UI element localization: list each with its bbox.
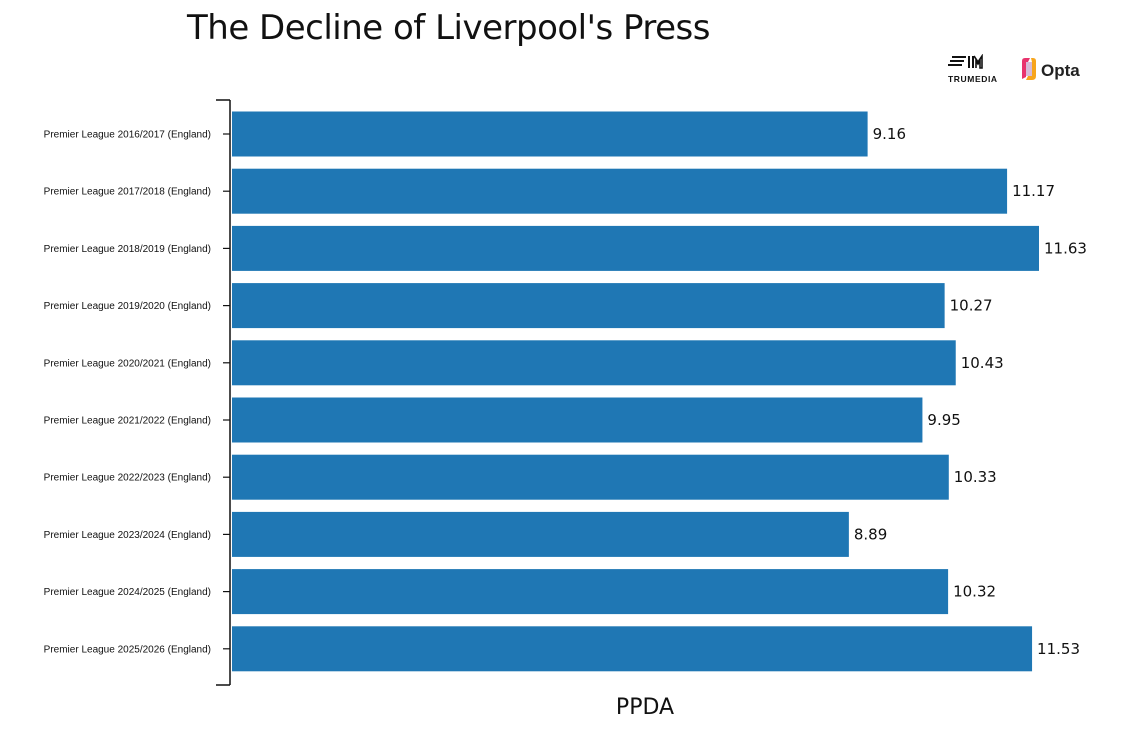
bar (232, 569, 949, 615)
bar (232, 283, 945, 329)
bar (232, 626, 1033, 672)
bar (232, 511, 849, 557)
y-tick-label: Premier League 2020/2021 (England) (44, 358, 211, 369)
bar-value-label: 10.32 (953, 583, 996, 601)
bar (232, 340, 956, 386)
bar-value-label: 9.95 (927, 411, 960, 429)
bars-group (232, 111, 1039, 672)
bar-value-label: 10.33 (954, 468, 997, 486)
y-tick-label: Premier League 2017/2018 (England) (44, 187, 211, 198)
opta-logo-text: Opta (1041, 61, 1080, 80)
y-tick-label: Premier League 2025/2026 (England) (44, 644, 211, 655)
labels-group: 9.16 11.17 11.63 10.27 10.43 9.95 10.33 8.89 10.… (854, 125, 1087, 658)
bar-value-label: 10.27 (950, 297, 993, 315)
opta-logo-icon (1022, 58, 1036, 80)
logo-group: TRUMEDIA Opta (948, 54, 1080, 84)
bar (232, 111, 868, 157)
bar-value-label: 11.17 (1012, 182, 1055, 200)
bar (232, 397, 923, 443)
bar-value-label: 8.89 (854, 525, 887, 543)
trumedia-logo-icon (948, 54, 983, 69)
bar (232, 225, 1039, 271)
bar-value-label: 10.43 (961, 354, 1004, 372)
bar (232, 454, 949, 500)
y-tick-label: Premier League 2016/2017 (England) (44, 130, 211, 141)
bar (232, 168, 1008, 214)
y-tick-label: Premier League 2022/2023 (England) (44, 473, 211, 484)
y-tick-label: Premier League 2018/2019 (England) (44, 244, 211, 255)
y-tick-label: Premier League 2021/2022 (England) (44, 416, 211, 427)
y-tick-label: Premier League 2019/2020 (England) (44, 301, 211, 312)
bar-value-label: 11.63 (1044, 239, 1087, 257)
bar-value-label: 9.16 (873, 125, 906, 143)
bar-value-label: 11.53 (1037, 640, 1080, 658)
y-axis: Premier League 2016/2017 (England) Premie… (44, 99, 231, 686)
chart-title: The Decline of Liverpool's Press (187, 8, 710, 48)
x-axis-title: PPDA (616, 695, 674, 720)
y-tick-label: Premier League 2023/2024 (England) (44, 530, 211, 541)
trumedia-logo-text: TRUMEDIA (948, 74, 998, 84)
y-tick-label: Premier League 2024/2025 (England) (44, 587, 211, 598)
